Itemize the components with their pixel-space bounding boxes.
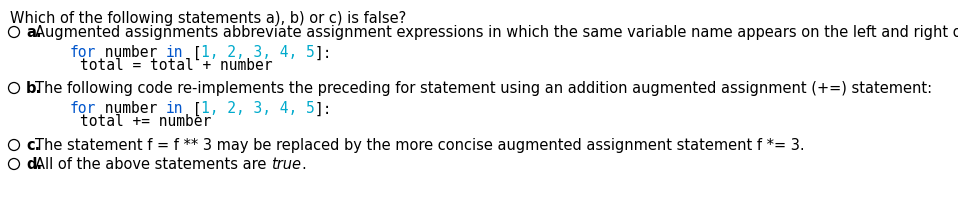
Text: total += number: total += number: [80, 114, 212, 129]
Text: .: .: [301, 157, 306, 172]
Text: d.: d.: [26, 157, 42, 172]
Text: in: in: [167, 101, 184, 116]
Text: 1, 2, 3, 4, 5: 1, 2, 3, 4, 5: [201, 45, 315, 60]
Text: number: number: [96, 101, 167, 116]
Text: ]:: ]:: [315, 45, 332, 60]
Text: [: [: [184, 45, 201, 60]
Text: Which of the following statements a), b) or c) is false?: Which of the following statements a), b)…: [10, 11, 406, 26]
Text: The statement f = f ** 3 may be replaced by the more concise augmented assignmen: The statement f = f ** 3 may be replaced…: [35, 138, 805, 153]
Text: for: for: [70, 45, 96, 60]
Text: a.: a.: [26, 25, 41, 40]
Text: [: [: [184, 101, 201, 116]
Text: c.: c.: [26, 138, 40, 153]
Text: The following code re-implements the preceding for statement using an addition a: The following code re-implements the pre…: [35, 81, 932, 96]
Text: All of the above statements are: All of the above statements are: [35, 157, 271, 172]
Text: 1, 2, 3, 4, 5: 1, 2, 3, 4, 5: [201, 101, 315, 116]
Text: number: number: [96, 45, 167, 60]
Text: b.: b.: [26, 81, 42, 96]
Text: true: true: [271, 157, 301, 172]
Text: in: in: [167, 45, 184, 60]
Text: ]:: ]:: [315, 101, 332, 116]
Text: for: for: [70, 101, 96, 116]
Text: total = total + number: total = total + number: [80, 58, 272, 73]
Text: Augmented assignments abbreviate assignment expressions in which the same variab: Augmented assignments abbreviate assignm…: [35, 25, 958, 40]
